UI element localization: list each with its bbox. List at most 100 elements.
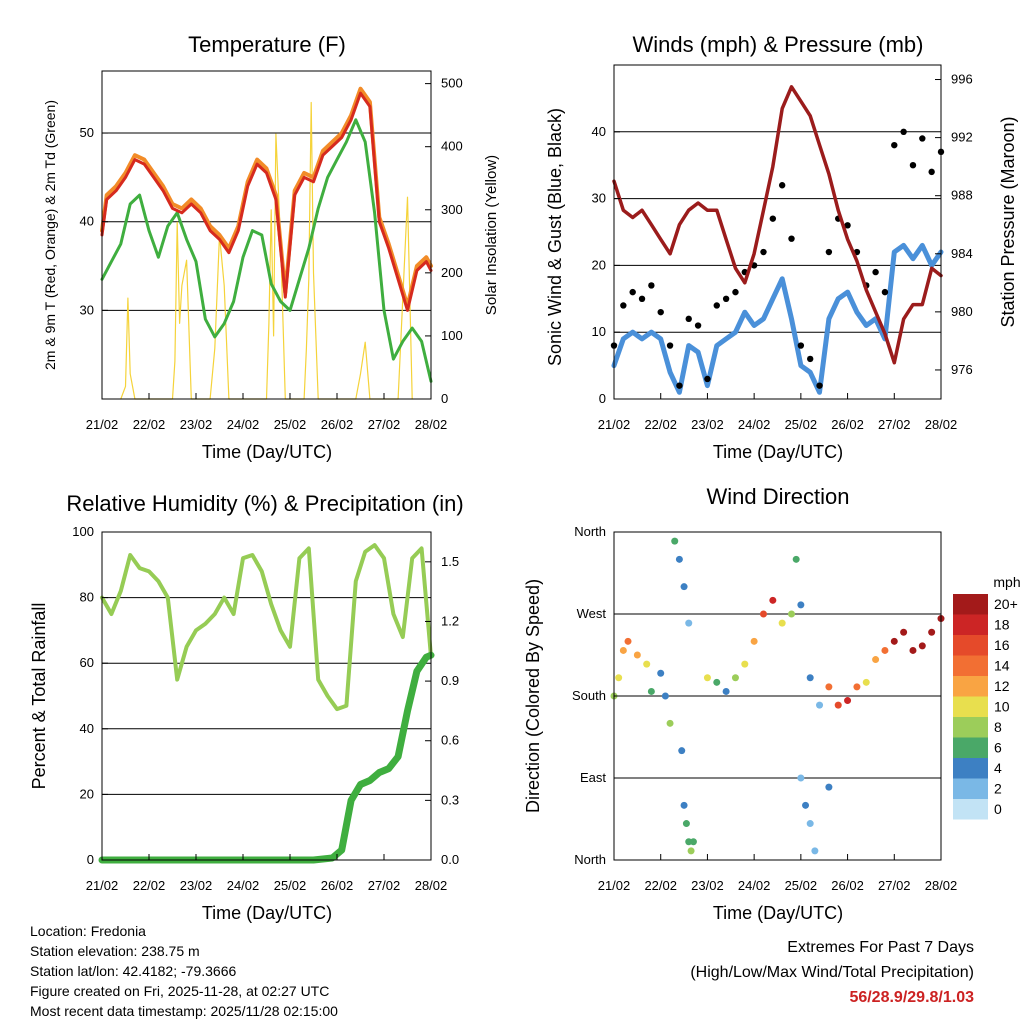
direction-point [671,537,679,545]
x-tick-label: 28/02 [925,417,958,432]
direction-point [678,747,686,755]
y-tick-label: 40 [592,124,606,139]
gust-point [638,295,646,302]
x-tick-label: 22/02 [644,417,677,432]
colorbar-label: 20+ [994,596,1018,612]
direction-point [685,619,693,627]
colorbar-label: 10 [994,699,1010,715]
direction-point [816,701,824,709]
direction-point [825,683,833,691]
x-tick-label: 26/02 [321,417,354,432]
gust-point [825,248,833,256]
x-tick-label: 21/02 [598,878,631,893]
y2-tick-label: 984 [951,246,973,261]
x-tick-label: 25/02 [274,417,307,432]
winds-gridlines [614,131,941,333]
colorbar-label: 6 [994,740,1002,756]
direction-point [909,646,917,654]
x-tick-label: 25/02 [274,878,307,893]
colorbar-swatch [953,635,988,656]
solar-insolation-line [120,101,413,400]
colorbar-swatch [953,676,988,697]
x-tick-label: 28/02 [415,417,448,432]
direction-plot-area [610,537,945,855]
direction-point [928,628,936,636]
winds-axes: 0 10 20 30 40 976 980 984 988 992 996 21/02 22/02 23/… [592,64,973,432]
colorbar-label: 4 [994,760,1002,776]
direction-point [750,637,758,645]
y-tick-label: 100 [72,524,94,539]
direction-point [741,660,749,668]
y-tick-label: 40 [80,721,94,736]
winds-title: Winds (mph) & Pressure (mb) [633,32,924,57]
y2-tick-label: 0.0 [441,852,459,867]
x-tick-label: 24/02 [227,417,260,432]
y2-tick-label: 100 [441,328,463,343]
temperature-left-axis-label: 2m & 9m T (Red, Orange) & 2m Td (Green) [42,100,58,370]
direction-title: Wind Direction [706,484,849,509]
x-tick-label: 28/02 [415,878,448,893]
gust-point [722,295,730,302]
direction-point [918,642,926,650]
plot-frame [101,70,432,400]
x-tick-label: 26/02 [321,878,354,893]
x-tick-label: 24/02 [227,878,260,893]
winds-panel: Winds (mph) & Pressure (mb) Sonic Wind &… [545,32,1018,462]
gust-point [676,382,683,389]
speed-colorbar: mph 20+ 18 16 14 12 10 8 6 4 2 0 [953,574,1021,820]
direction-point [675,555,683,563]
gust-point [881,288,889,296]
winds-plot-area [610,85,945,395]
y-tick-label: West [577,606,607,621]
y-tick-label: 40 [80,214,94,229]
extremes-values: 56/28.9/29.8/1.03 [849,989,974,1006]
humidity-axes: 0 20 40 60 80 100 0.0 0.3 0.6 0.9 1.2 1.5 21/02 22/02… [72,524,459,893]
direction-point [615,674,623,682]
humidity-gridlines [102,597,431,795]
gust-point [788,235,795,242]
gust-point [919,135,926,142]
direction-x-axis-label: Time (Day/UTC) [713,903,843,923]
direction-point [862,678,870,686]
direction-point [633,651,641,659]
humidity-x-axis-label: Time (Day/UTC) [202,903,332,923]
x-tick-label: 23/02 [691,417,724,432]
y-tick-label: 30 [592,191,606,206]
precipitation-line [98,651,435,864]
x-tick-label: 22/02 [133,417,166,432]
gust-point [891,141,898,149]
direction-point [682,820,690,828]
humidity-title: Relative Humidity (%) & Precipitation (i… [66,491,463,516]
colorbar-swatch [953,717,988,738]
colorbar-swatch [953,696,988,717]
y-tick-label: North [574,852,606,867]
direction-left-axis-label: Direction (Colored By Speed) [523,579,543,813]
x-tick-label: 23/02 [180,878,213,893]
sonic-wind-line [611,242,944,395]
colorbar-swatch [953,799,988,820]
gust-point [648,282,655,289]
colorbar-swatch [953,614,988,635]
colorbar-label: 8 [994,719,1002,735]
extremes-subtitle: (High/Low/Max Wind/Total Precipitation) [690,964,974,981]
y-tick-label: 60 [80,655,94,670]
gust-point [694,322,702,329]
station-info: Location: Fredonia Station elevation: 23… [30,921,338,1021]
x-tick-label: 23/02 [691,878,724,893]
temperature-right-axis-label: Solar Insolation (Yellow) [483,155,500,315]
direction-point [834,701,842,709]
direction-point [713,678,721,686]
direction-point [647,687,655,695]
direction-point [853,683,861,691]
plot-frame [101,531,432,861]
station-elevation: Station elevation: 238.75 m [30,943,200,959]
x-tick-label: 22/02 [644,878,677,893]
x-tick-label: 21/02 [598,417,631,432]
plot-frame [613,64,942,400]
y2-tick-label: 400 [441,139,463,154]
x-tick-label: 21/02 [86,878,119,893]
direction-point [685,838,693,846]
x-tick-label: 22/02 [133,878,166,893]
direction-point [872,656,880,664]
direction-point [825,783,833,791]
